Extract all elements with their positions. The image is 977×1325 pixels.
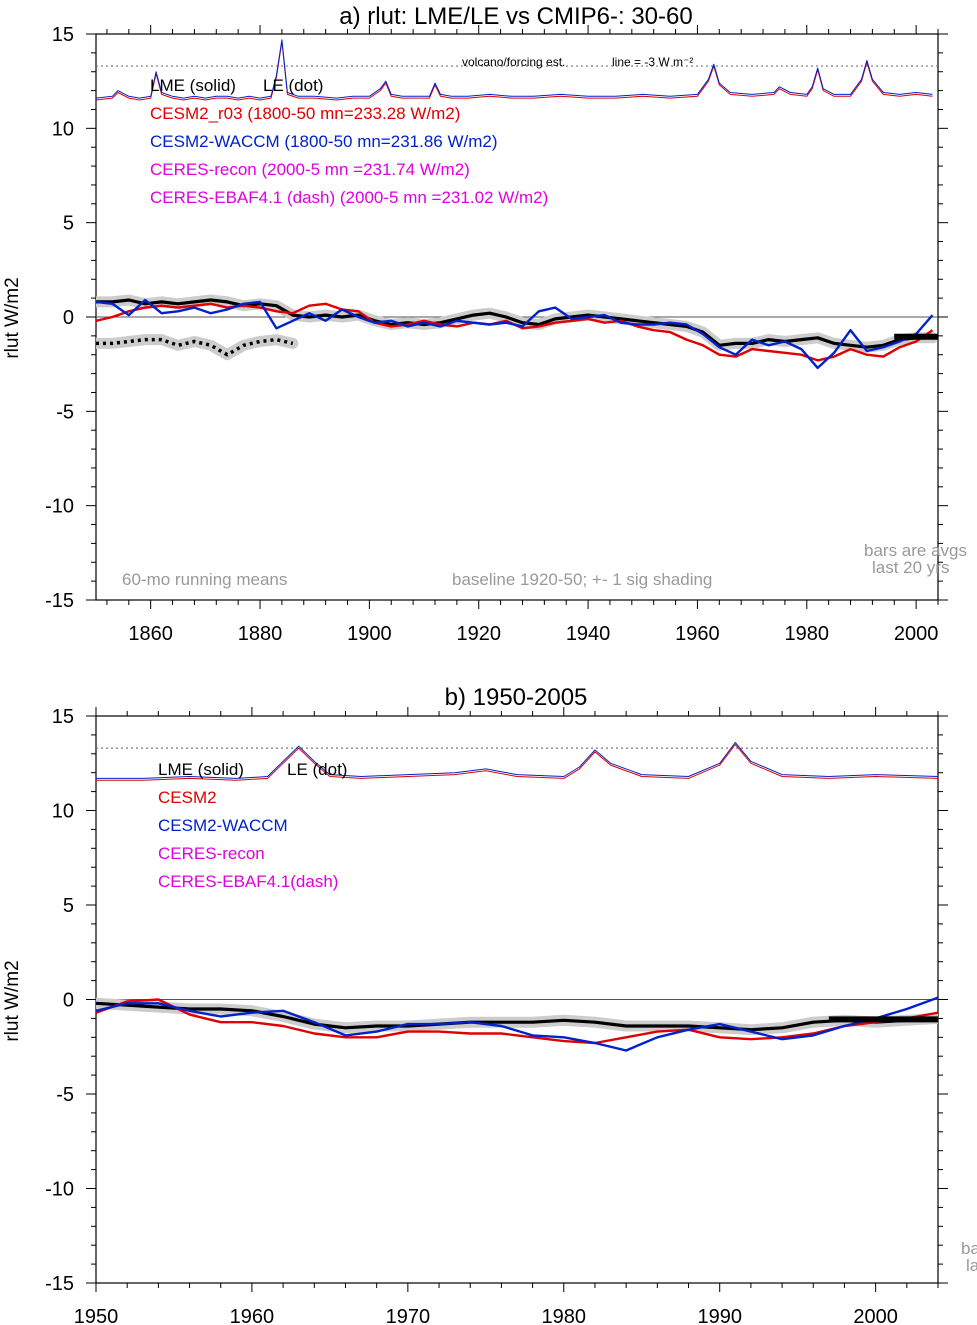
panel-a-title: a) rlut: LME/LE vs CMIP6-: 30-60 [339, 3, 692, 30]
x-tick-label: 1990 [697, 1306, 742, 1325]
series-line-2 [96, 996, 938, 1052]
x-tick-label: 1900 [347, 623, 392, 645]
legend-lme: LME (solid) [150, 76, 236, 95]
legend-ceres-recon: CERES-recon [158, 844, 265, 863]
legend-lme: LME (solid) [158, 760, 244, 779]
panel-b-title: b) 1950-2005 [445, 684, 588, 711]
series-line-1 [96, 998, 938, 1045]
y-tick-label: -15 [45, 1273, 74, 1295]
bars-note-2: la [966, 1256, 977, 1275]
legend-le: LE (dot) [263, 76, 323, 95]
y-tick-label: 15 [52, 24, 74, 46]
y-tick-label: -5 [56, 1084, 74, 1106]
x-tick-label: 1970 [386, 1306, 431, 1325]
y-tick-label: -5 [56, 401, 74, 423]
series-line-1 [96, 337, 294, 357]
x-tick-label: 1920 [456, 623, 501, 645]
panel-a: a) rlut: LME/LE vs CMIP6-: 30-60 rlut W/… [2, 3, 967, 645]
x-tick-label: 1860 [128, 623, 173, 645]
bars-note-1: bars are avgs [864, 541, 967, 560]
panel-b-ylabel: rlut W/m2 [2, 960, 23, 1041]
series-line-0 [96, 1001, 938, 1032]
x-tick-label: 1960 [675, 623, 720, 645]
baseline-note: baseline 1920-50; +- 1 sig shading [452, 570, 712, 589]
forcing-line-0 [96, 41, 933, 101]
panel-b-legend: LME (solid) LE (dot) CESM2 CESM2-WACCM C… [158, 760, 347, 891]
legend-waccm: CESM2-WACCM (1800-50 mn=231.86 W/m2) [150, 132, 498, 151]
x-tick-label: 1950 [74, 1306, 119, 1325]
y-tick-label: 5 [63, 213, 74, 235]
x-tick-label: 2000 [853, 1306, 898, 1325]
forcing-annotation: volcano/forcing est. [462, 55, 565, 69]
y-tick-label: 0 [63, 307, 74, 329]
forcing-line-0 [96, 743, 938, 781]
y-tick-label: 5 [63, 895, 74, 917]
y-tick-label: 0 [63, 990, 74, 1012]
x-tick-label: 1960 [230, 1306, 275, 1325]
x-tick-label: 1940 [566, 623, 611, 645]
x-tick-label: 1880 [238, 623, 283, 645]
legend-cesm2: CESM2 [158, 788, 217, 807]
line-annotation: line = -3 W m⁻² [612, 55, 693, 69]
panel-a-legend: LME (solid) LE (dot) CESM2_r03 (1800-50 … [150, 76, 548, 207]
series-line-3 [96, 298, 934, 370]
running-mean-note: 60-mo running means [122, 570, 287, 589]
y-tick-label: 15 [52, 706, 74, 728]
bars-note-1: ba [961, 1239, 977, 1258]
x-tick-label: 2000 [894, 623, 939, 645]
legend-cesm2: CESM2_r03 (1800-50 mn=233.28 W/m2) [150, 104, 460, 123]
legend-ceres-ebaf: CERES-EBAF4.1 (dash) (2000-5 mn =231.02 … [150, 188, 548, 207]
y-tick-label: -10 [45, 1179, 74, 1201]
legend-waccm: CESM2-WACCM [158, 816, 288, 835]
y-tick-label: 10 [52, 118, 74, 140]
forcing-line-1 [96, 39, 933, 99]
panel-a-ylabel: rlut W/m2 [2, 277, 23, 358]
legend-ceres-ebaf: CERES-EBAF4.1(dash) [158, 872, 338, 891]
y-tick-label: -10 [45, 496, 74, 518]
forcing-line-1 [96, 742, 938, 779]
legend-ceres-recon: CERES-recon (2000-5 mn =231.74 W/m2) [150, 160, 470, 179]
x-tick-label: 1980 [785, 623, 830, 645]
y-tick-label: 10 [52, 801, 74, 823]
series-line-0 [96, 298, 933, 349]
x-tick-label: 1980 [542, 1306, 587, 1325]
panel-b: b) 1950-2005 rlut W/m2 1950 1960 1970 1980 1… [2, 684, 977, 1325]
legend-le: LE (dot) [287, 760, 347, 779]
y-tick-label: -15 [45, 590, 74, 612]
bars-note-2: last 20 yrs [872, 558, 949, 577]
